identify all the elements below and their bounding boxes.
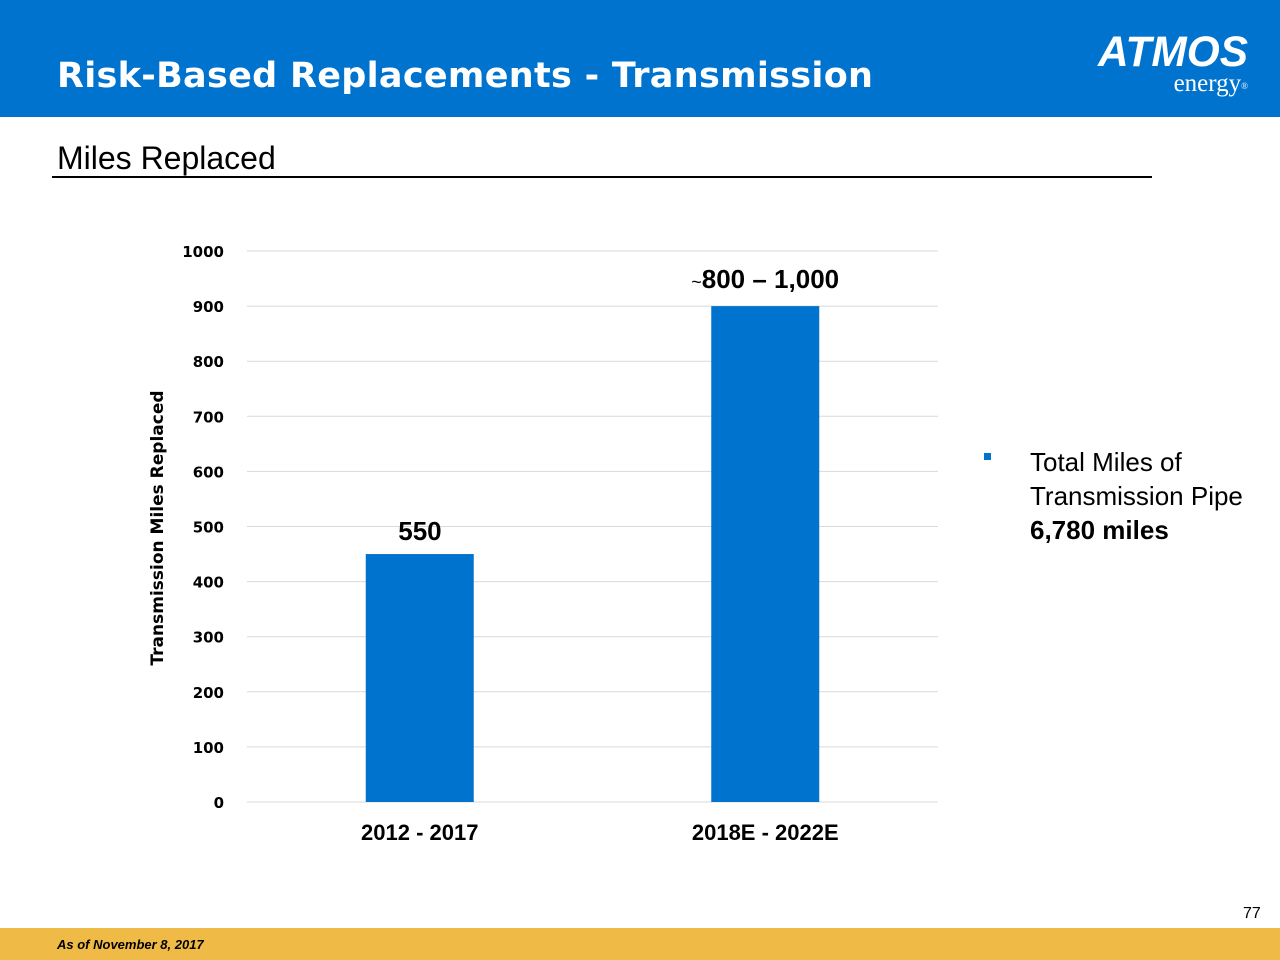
page-title: Risk-Based Replacements - Transmission xyxy=(57,56,874,96)
y-tick-label: 900 xyxy=(193,298,224,316)
data-label-text: 800 – 1,000 xyxy=(701,264,840,295)
y-tick-label: 1000 xyxy=(182,243,224,261)
note-line-3: 6,780 miles xyxy=(1030,515,1169,545)
section-subtitle: Miles Replaced xyxy=(57,140,276,176)
note-text: Total Miles of Transmission Pipe 6,780 m… xyxy=(1030,445,1243,547)
logo-wordmark-top: ATMOS xyxy=(1097,28,1248,72)
y-tick-label: 600 xyxy=(193,463,224,481)
x-tick-label: 2012 - 2017 xyxy=(361,820,478,845)
bar xyxy=(365,554,474,802)
bar-data-label: 550 xyxy=(398,516,441,547)
footer-bar: As of November 8, 2017 xyxy=(0,928,1280,960)
note-line-2: Transmission Pipe xyxy=(1030,481,1243,511)
x-tick-label: 2018E - 2022E xyxy=(692,820,839,845)
data-label-text: 550 xyxy=(398,516,442,547)
y-tick-label: 700 xyxy=(193,408,224,426)
logo-registered-mark: ® xyxy=(1241,81,1248,91)
subtitle-underline xyxy=(52,176,1152,178)
y-tick-label: 400 xyxy=(193,574,224,592)
bullet-square-icon xyxy=(984,453,991,460)
chart-gridlines xyxy=(247,250,938,803)
note-line-1: Total Miles of xyxy=(1030,447,1182,477)
logo-top-text: ATMOS xyxy=(1097,28,1248,72)
approx-prefix: ~ xyxy=(691,272,702,293)
chart-bars xyxy=(365,306,820,802)
footer-date-note: As of November 8, 2017 xyxy=(57,937,204,952)
logo-wordmark-bottom: energy® xyxy=(1174,70,1248,98)
y-tick-label: 800 xyxy=(193,353,224,371)
bar xyxy=(711,306,820,802)
y-tick-label: 300 xyxy=(193,629,224,647)
bar-data-label: ~800 – 1,000 xyxy=(691,264,839,295)
y-tick-label: 0 xyxy=(214,794,224,812)
y-tick-label: 200 xyxy=(193,684,224,702)
chart-x-ticks: 2012 - 2017 2018E - 2022E xyxy=(361,820,839,845)
atmos-energy-logo: ATMOS energy® xyxy=(1096,28,1250,98)
header-bar: Risk-Based Replacements - Transmission A… xyxy=(0,0,1280,117)
y-tick-label: 100 xyxy=(193,739,224,757)
chart-y-ticks: 0 100 200 300 400 500 600 700 800 900 1000 xyxy=(182,243,224,812)
y-axis-title: Transmission Miles Replaced xyxy=(148,390,168,665)
y-tick-label: 500 xyxy=(193,519,224,537)
logo-bottom-text: energy xyxy=(1173,70,1242,97)
page-number: 77 xyxy=(1243,905,1261,922)
